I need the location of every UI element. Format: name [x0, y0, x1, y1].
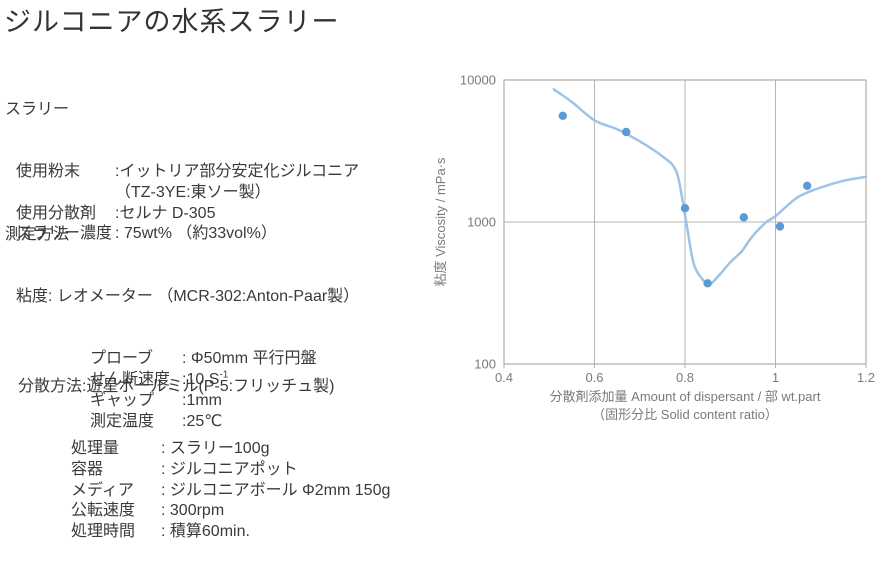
spec-label: 測定温度	[90, 412, 155, 430]
spec-label: 使用分散剤	[16, 204, 97, 222]
data-point	[803, 181, 812, 190]
spec-label: せん断速度	[90, 371, 171, 389]
spec-value: : 300rpm	[161, 502, 225, 520]
spec-label: 処理量	[71, 439, 120, 457]
spec-row: 処理時間 : 積算60min.	[71, 522, 390, 543]
y-tick-label: 100	[474, 357, 496, 372]
rheometer-spec-list: プローブ : Φ50mm 平行円盤 せん断速度 :10 S-1 ギャップ :1mm 測定温度…	[90, 349, 359, 432]
spec-label: スラリー濃度	[16, 225, 113, 243]
section-slurry: スラリー 使用粉末:イットリア部分安定化ジルコニア （TZ-3YE:東ソー製） 使用…	[5, 58, 359, 266]
y-tick-label: 1000	[467, 215, 496, 230]
x-tick-label: 0.4	[495, 370, 513, 385]
data-point	[775, 222, 785, 231]
viscosity-vs-dispersant-chart: 100 1000 10000 0.4 0.6 0.8 1 1.2 分散剤添加量 Amount o…	[430, 60, 883, 470]
ball-mill-spec-list: 処理量 : スラリー100g 容器 : ジルコニアポットメディア : ジルコニアボール …	[71, 439, 390, 543]
data-point	[703, 279, 712, 288]
superscript: -1	[219, 369, 229, 381]
plot-border	[503, 79, 867, 365]
spec-row: 処理量 : スラリー100g	[71, 439, 390, 460]
spec-row: 使用分散剤 :セルナ D-305	[16, 204, 359, 225]
data-point	[680, 204, 690, 213]
section-measurement-method: 測定方法 粘度: レオメーター （MCR-302:Anton-Paar製） プロ…	[5, 183, 359, 453]
spec-value: :25℃	[182, 412, 223, 430]
data-point	[558, 111, 567, 120]
spec-value: : 積算60min.	[161, 523, 250, 541]
x-tick-label: 0.6	[585, 370, 603, 385]
spec-label: プローブ	[90, 350, 154, 368]
spec-value: : ジルコニアポット	[161, 460, 298, 478]
spec-value: : Φ50mm 平行円盤	[182, 350, 317, 368]
x-axis-title: 分散剤添加量 Amount of dispersant / 部 wt.part	[550, 389, 821, 404]
spec-value: :10 S-1	[182, 369, 229, 389]
spec-row: ギャップ :1mm	[90, 391, 359, 412]
y-axis-title: 粘度 Viscosity / mPa·s	[433, 157, 448, 287]
page-title: ジルコニアの水系スラリー	[4, 7, 340, 37]
spec-label: 使用粉末	[16, 162, 81, 180]
y-tick-label: 10000	[460, 73, 496, 88]
spec-row: 使用粉末 :イットリア部分安定化ジルコニア	[16, 162, 359, 183]
data-point	[739, 213, 748, 222]
spec-value: :イットリア部分安定化ジルコニア	[115, 162, 360, 180]
spec-value: :1mm	[182, 391, 222, 409]
spec-value: : 75wt% （約33vol%）	[115, 225, 277, 243]
slurry-heading: スラリー	[5, 100, 70, 118]
x-tick-label: 0.8	[676, 370, 694, 385]
x-tick-label: 1.2	[857, 370, 875, 385]
spec-row: プローブ : Φ50mm 平行円盤	[90, 349, 359, 370]
spec-value: : スラリー100g	[161, 439, 270, 457]
spec-value: : ジルコニアボール Φ2mm 150g	[161, 481, 391, 499]
data-point	[622, 127, 631, 137]
trend-line	[552, 88, 868, 286]
spec-label: 容器	[71, 460, 104, 478]
spec-row: スラリー濃度: 75wt% （約33vol%）	[16, 224, 359, 245]
spec-value: （TZ-3YE:東ソー製）	[115, 183, 271, 201]
spec-row: せん断速度 :10 S-1	[90, 370, 359, 391]
x-tick-label: 1	[772, 370, 779, 385]
spec-label: 処理時間	[71, 523, 136, 541]
spec-label: メディア	[71, 481, 134, 499]
spec-row: （TZ-3YE:東ソー製）	[16, 183, 359, 204]
section-dispersion-method: 分散方法:遊星ボールミル(P-5:フリッチュ製) 処理量 : スラリー100g 容器…	[5, 335, 390, 564]
x-axis-subtitle: （固形分比 Solid content ratio）	[592, 407, 778, 422]
spec-label: 公転速度	[71, 502, 136, 520]
viscosity-rheometer-line: 粘度: レオメーター （MCR-302:Anton-Paar製）	[16, 287, 360, 305]
dispersion-method-line: 分散方法:遊星ボールミル(P-5:フリッチュ製)	[18, 377, 335, 395]
spec-label: ギャップ	[90, 391, 155, 409]
spec-value: :セルナ D-305	[115, 204, 216, 222]
spec-row: 測定温度 :25℃	[90, 412, 359, 433]
slurry-spec-list: 使用粉末 :イットリア部分安定化ジルコニア （TZ-3YE:東ソー製） 使用分散剤 :セ…	[16, 162, 359, 245]
spec-row: 公転速度 : 300rpm	[71, 501, 390, 522]
spec-row: メディア : ジルコニアボール Φ2mm 150g	[71, 481, 390, 502]
spec-row: 容器 : ジルコニアポット	[71, 460, 390, 481]
chart-canvas: 100 1000 10000 0.4 0.6 0.8 1 1.2 分散剤添加量 Amount o…	[433, 73, 875, 423]
measurement-method-heading: 測定方法	[5, 225, 70, 243]
